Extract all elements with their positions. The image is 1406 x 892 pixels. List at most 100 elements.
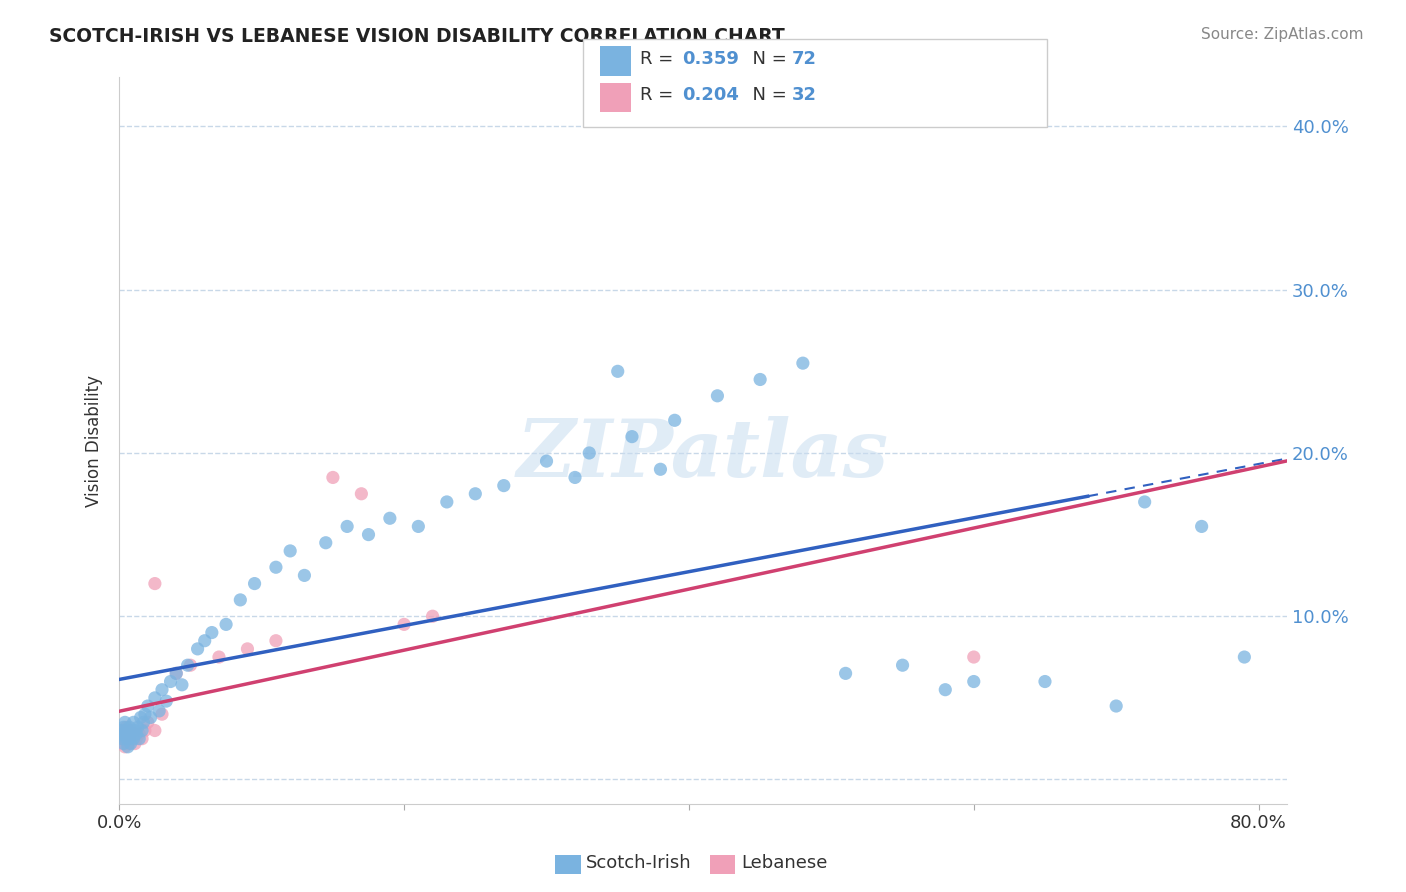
Point (564, 470, 586, 484)
Point (315, 535, 337, 549)
Point (120, 727, 142, 741)
Point (1133, 495, 1156, 509)
Point (122, 731, 145, 746)
Point (136, 715, 159, 730)
Point (322, 470, 344, 484)
Point (110, 727, 132, 741)
Point (122, 715, 145, 730)
Point (111, 727, 134, 741)
Point (578, 446, 600, 460)
Point (336, 519, 359, 533)
Point (115, 723, 138, 738)
Text: R =: R = (640, 87, 679, 104)
Point (436, 495, 458, 509)
Point (114, 731, 136, 746)
Point (132, 715, 155, 730)
Point (143, 690, 166, 705)
Point (143, 576, 166, 591)
Point (148, 704, 170, 718)
Point (464, 487, 486, 501)
Point (117, 727, 139, 741)
Point (129, 710, 152, 724)
Point (122, 727, 145, 741)
Point (201, 625, 224, 640)
Point (1191, 519, 1213, 533)
Text: ZIPatlas: ZIPatlas (517, 417, 889, 494)
Y-axis label: Vision Disability: Vision Disability (86, 375, 103, 507)
Point (650, 462, 672, 476)
Point (117, 739, 139, 754)
Point (378, 511, 401, 525)
Text: 0.359: 0.359 (682, 50, 738, 68)
Point (112, 720, 135, 734)
Point (1033, 674, 1056, 689)
Point (243, 576, 266, 591)
Point (111, 731, 134, 746)
Point (127, 720, 149, 734)
Point (891, 658, 914, 673)
Point (749, 372, 772, 386)
Text: Scotch-Irish: Scotch-Irish (586, 855, 692, 872)
Point (110, 723, 132, 738)
Point (124, 723, 146, 738)
Point (350, 487, 373, 501)
Point (834, 666, 856, 681)
Text: Lebanese: Lebanese (741, 855, 827, 872)
Point (294, 568, 316, 582)
Point (117, 727, 139, 741)
Text: N =: N = (741, 87, 793, 104)
Point (492, 478, 515, 492)
Point (121, 723, 143, 738)
Point (1105, 699, 1128, 714)
Point (128, 731, 150, 746)
Point (125, 727, 148, 741)
Point (229, 593, 252, 607)
Point (128, 727, 150, 741)
Point (208, 650, 231, 665)
Point (422, 609, 444, 624)
Point (536, 454, 558, 468)
Point (118, 720, 141, 734)
Text: 0.204: 0.204 (682, 87, 738, 104)
Text: 72: 72 (792, 50, 817, 68)
Point (150, 707, 173, 722)
Point (408, 519, 430, 533)
Point (706, 389, 728, 403)
Point (236, 641, 259, 656)
Point (111, 731, 134, 746)
Point (150, 682, 173, 697)
Point (139, 710, 162, 724)
Point (131, 731, 153, 746)
Point (170, 678, 193, 692)
Point (159, 674, 181, 689)
Point (114, 728, 136, 742)
Point (131, 723, 153, 738)
Point (963, 674, 986, 689)
Point (134, 723, 156, 738)
Text: SCOTCH-IRISH VS LEBANESE VISION DISABILITY CORRELATION CHART: SCOTCH-IRISH VS LEBANESE VISION DISABILI… (49, 27, 785, 45)
Point (165, 666, 187, 681)
Point (115, 720, 138, 734)
Point (792, 356, 814, 370)
Point (934, 682, 956, 697)
Point (118, 731, 141, 746)
Point (165, 666, 187, 681)
Point (121, 731, 143, 746)
Point (120, 723, 142, 738)
Point (620, 429, 643, 443)
Point (120, 737, 142, 751)
Text: Source: ZipAtlas.com: Source: ZipAtlas.com (1201, 27, 1364, 42)
Point (118, 737, 141, 751)
Point (112, 737, 135, 751)
Point (125, 731, 148, 746)
Point (179, 658, 201, 673)
Point (392, 617, 415, 632)
Point (115, 731, 138, 746)
Point (215, 617, 238, 632)
Point (664, 413, 686, 427)
Point (155, 694, 177, 708)
Point (114, 739, 136, 754)
Point (194, 633, 217, 648)
Point (264, 633, 287, 648)
Point (606, 364, 628, 378)
